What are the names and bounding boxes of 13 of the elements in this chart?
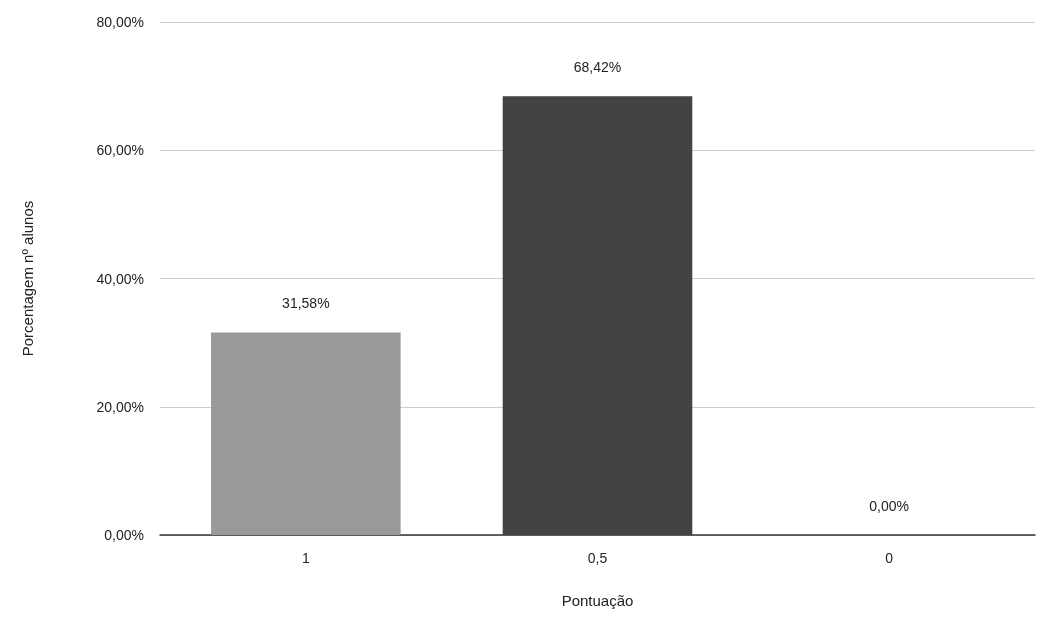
- data-label: 68,42%: [573, 59, 622, 76]
- x-tick-label: 0: [885, 550, 894, 566]
- y-tick-label: 20,00%: [96, 398, 144, 415]
- y-tick-label: 80,00%: [96, 14, 144, 30]
- data-label: 31,58%: [282, 295, 330, 312]
- y-tick-label: 40,00%: [96, 270, 144, 287]
- data-label: 0,00%: [869, 498, 910, 514]
- y-axis-title: Porcentagem nº alunos: [19, 200, 36, 357]
- x-tick-label: 1: [301, 550, 310, 566]
- x-tick-label: 0,5: [587, 550, 608, 566]
- y-tick-label: 60,00%: [96, 142, 144, 159]
- y-tick-label: 0,00%: [104, 527, 144, 543]
- x-axis-title: Pontuação: [561, 592, 634, 609]
